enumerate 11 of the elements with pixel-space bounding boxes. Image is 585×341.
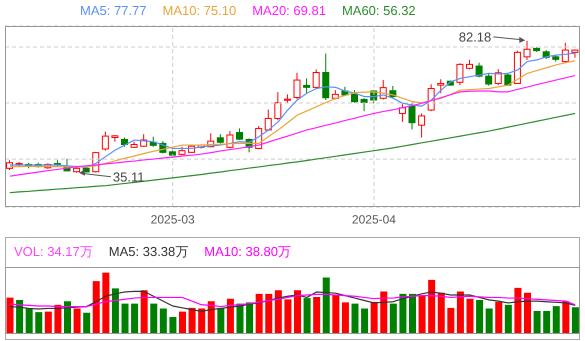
text: MA10: 75.10 [162,3,236,18]
x-tick-label: 2025-03 [150,212,196,227]
text: MA60: 56.32 [342,3,416,18]
x-tick-label: 2025-04 [352,212,396,227]
text: MA10: 38.80万 [204,243,291,261]
annotation: 35.11 [112,169,144,184]
text: MA5: 33.38万 [108,243,188,261]
annotation: 82.18 [458,29,492,44]
text: MA5: 77.77 [80,3,146,18]
text: MA20: 69.81 [252,3,326,18]
series-label: VOL: 34.17万 [14,243,93,261]
